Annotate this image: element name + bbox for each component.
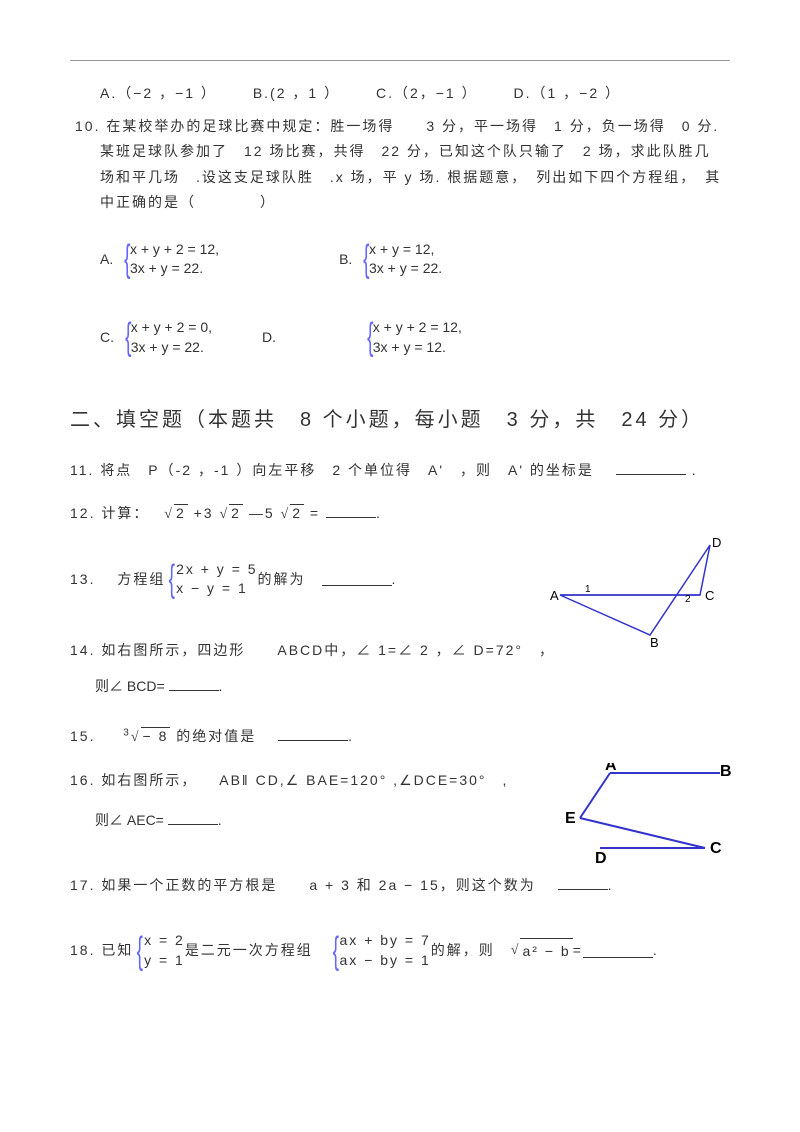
q13: 13. 方程组 { 2x + y = 5 x − y = 1 的解为 . A B… [70,545,730,613]
q17: 17. 如果一个正数的平方根是 a + 3 和 2a − 15，则这个数为 . [70,873,730,898]
angle-svg: A B E C D [560,763,740,873]
blank [583,944,653,958]
q15: 15. 3√− 8 的绝对值是 . [70,724,730,750]
brace-icon: { [363,225,369,293]
q12: 12. 计算： √2 +3 √2 —5 √2 = . [70,501,730,527]
q10-num: 10. [75,118,100,134]
blank [322,572,392,586]
q10: 10. 在某校举办的足球比赛中规定：胜一场得 3 分，平一场得 1 分，负一场得… [70,114,730,139]
brace-icon: { [125,303,131,371]
q10-l3: 场和平几场 .设这支足球队胜 .x 场，平 y 场. 根据题意， 列出如下四个方… [70,165,730,190]
svg-text:C: C [705,588,716,603]
brace-icon: { [124,225,130,293]
blank [326,504,376,518]
diagram-angle: A B E C D [560,763,740,881]
quadrilateral-svg: A B C D 1 2 [550,535,730,655]
q10-b-eq: x + y = 12, 3x + y = 22. [369,240,442,279]
section-2-title: 二、填空题（本题共 8 个小题，每小题 3 分，共 24 分） [70,402,730,438]
q10-b-label: B. [339,247,352,272]
blank [558,876,608,890]
q14: 14. 如右图所示，四边形 ABCD中，∠ 1=∠ 2 ，∠ D=72° ， [70,638,730,663]
q9-options: A.（−2 ，−1 ） B.(2 ，1 ） C.（2，−1 ） D.（1 ，−2… [70,81,730,106]
q10-l4: 中正确的是（ ） [70,190,730,215]
sqrt-icon: √ [511,938,521,963]
blank [278,727,348,741]
svg-text:D: D [595,850,609,867]
svg-text:E: E [565,810,578,827]
opt-a: A.（−2 ，−1 ） [100,81,217,106]
q18: 18. 已知 { x = 2 y = 1 是二元一次方程组 { ax + by … [70,917,730,985]
brace-icon: { [332,917,339,985]
brace-icon: { [137,917,144,985]
sqrt-icon: √ [281,507,291,522]
svg-text:A: A [605,763,619,774]
blank [168,811,218,825]
q10-d-label: D. [262,325,276,350]
svg-text:D: D [712,535,723,550]
q10-a-eq: x + y + 2 = 12, 3x + y = 22. [130,240,219,279]
sqrt-icon: √ [164,507,174,522]
q10-l2: 某班足球队参加了 12 场比赛，共得 22 分，已知这个队只输了 2 场，求此队… [70,139,730,164]
q16: 16. 如右图所示， AB‖ CD,∠ BAE=120° ,∠DCE=30° ,… [70,768,730,793]
q10-l1: 在某校举办的足球比赛中规定：胜一场得 3 分，平一场得 1 分，负一场得 0 分… [106,118,719,134]
svg-text:2: 2 [685,594,693,605]
opt-d: D.（1 ，−2 ） [514,81,622,106]
brace-icon: { [367,303,373,371]
divider-top [70,60,730,61]
opt-c: C.（2，−1 ） [376,81,478,106]
opt-b: B.(2 ，1 ） [253,81,340,106]
q10-opts-ab: A. { x + y + 2 = 12, 3x + y = 22. B. { x… [70,225,730,293]
q11: 11. 将点 P（-2 ，-1 ）向左平移 2 个单位得 A' ，则 A' 的坐… [70,458,730,483]
sqrt-icon: √ [219,507,229,522]
q10-d-eq: x + y + 2 = 12, 3x + y = 12. [373,318,462,357]
svg-text:B: B [720,763,734,780]
svg-text:C: C [710,840,724,857]
q14-l2: 则∠ BCD= . [70,674,730,699]
svg-text:A: A [550,588,561,603]
q10-opts-cd: C. { x + y + 2 = 0, 3x + y = 22. D. { x … [70,303,730,371]
q10-c-label: C. [100,325,114,350]
dot: . [692,462,698,478]
q10-c-eq: x + y + 2 = 0, 3x + y = 22. [131,318,212,357]
blank [616,461,686,475]
svg-text:1: 1 [585,584,593,595]
brace-icon: { [169,545,176,613]
q10-a-label: A. [100,247,113,272]
cbrt-icon: √ [131,730,141,745]
blank [169,677,219,691]
